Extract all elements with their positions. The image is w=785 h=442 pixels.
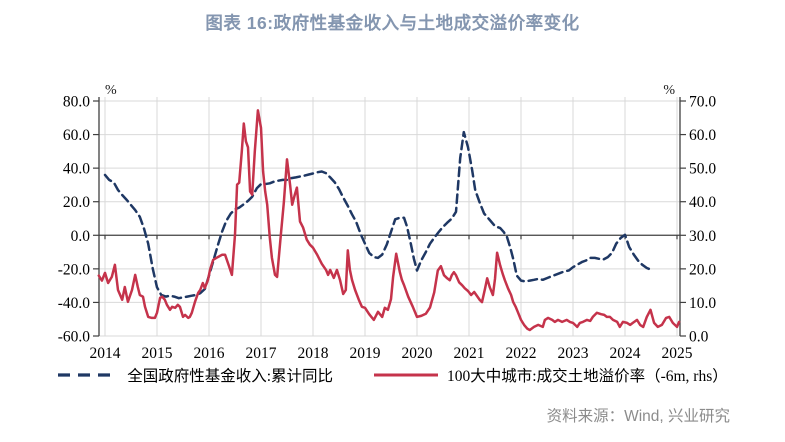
series-line-land-premium-rate: [97, 109, 681, 332]
x-axis-label-2023: 2023: [558, 345, 589, 362]
right-axis-label-40: 40.0: [689, 194, 716, 211]
x-axis-label-2022: 2022: [506, 345, 537, 362]
x-axis-label-2016: 2016: [194, 345, 225, 362]
right-axis-label-60: 60.0: [689, 127, 716, 144]
left-axis-label-60: 60.0: [63, 127, 90, 144]
dashed-line-marker: [58, 373, 119, 377]
right-axis-unit-label: %: [663, 83, 675, 98]
x-axis-label-2021: 2021: [454, 345, 485, 362]
legend-label: 100大中城市:成交土地溢价率（-6m, rhs）: [447, 368, 728, 385]
x-axis-label-2020: 2020: [402, 345, 433, 362]
right-axis-label-50: 50.0: [689, 161, 716, 178]
x-axis-label-2025: 2025: [662, 345, 693, 362]
right-axis-label-0: 0.0: [689, 329, 709, 346]
x-axis-label-2019: 2019: [350, 345, 381, 362]
legend-item-land-premium-rate: 100大中城市:成交土地溢价率（-6m, rhs）: [373, 364, 728, 386]
series-line-government-fund-revenue: [103, 130, 653, 300]
legend-label: 全国政府性基金收入:累计同比: [127, 368, 334, 385]
x-axis-label-2014: 2014: [90, 345, 121, 362]
left-axis-label--20: -20.0: [58, 261, 91, 278]
chart-legend: 全国政府性基金收入:累计同比 100大中城市:成交土地溢价率（-6m, rhs）: [0, 364, 785, 386]
left-axis-label-20: 20.0: [63, 194, 90, 211]
right-axis-label-10: 10.0: [689, 295, 716, 312]
right-axis-label-30: 30.0: [689, 228, 716, 245]
left-axis-label--40: -40.0: [58, 295, 91, 312]
right-axis-label-20: 20.0: [689, 261, 716, 278]
legend-item-government-fund-revenue: 全国政府性基金收入:累计同比: [57, 364, 333, 386]
x-axis-label-2015: 2015: [142, 345, 173, 362]
x-axis-label-2018: 2018: [298, 345, 329, 362]
solid-line-marker: [374, 373, 439, 377]
left-axis-label-40: 40.0: [63, 161, 90, 178]
left-axis-label-0: 0.0: [71, 228, 91, 245]
left-axis-label-80: 80.0: [63, 94, 90, 111]
x-axis-label-2024: 2024: [610, 345, 641, 362]
left-axis-unit-label: %: [105, 83, 117, 98]
right-axis-label-70: 70.0: [689, 94, 716, 111]
chart-title: 图表 16:政府性基金收入与土地成交溢价率变化: [205, 13, 580, 33]
left-axis-label--60: -60.0: [58, 329, 91, 346]
source-note: 资料来源：Wind, 兴业研究: [546, 408, 730, 425]
x-axis-label-2017: 2017: [246, 345, 277, 362]
